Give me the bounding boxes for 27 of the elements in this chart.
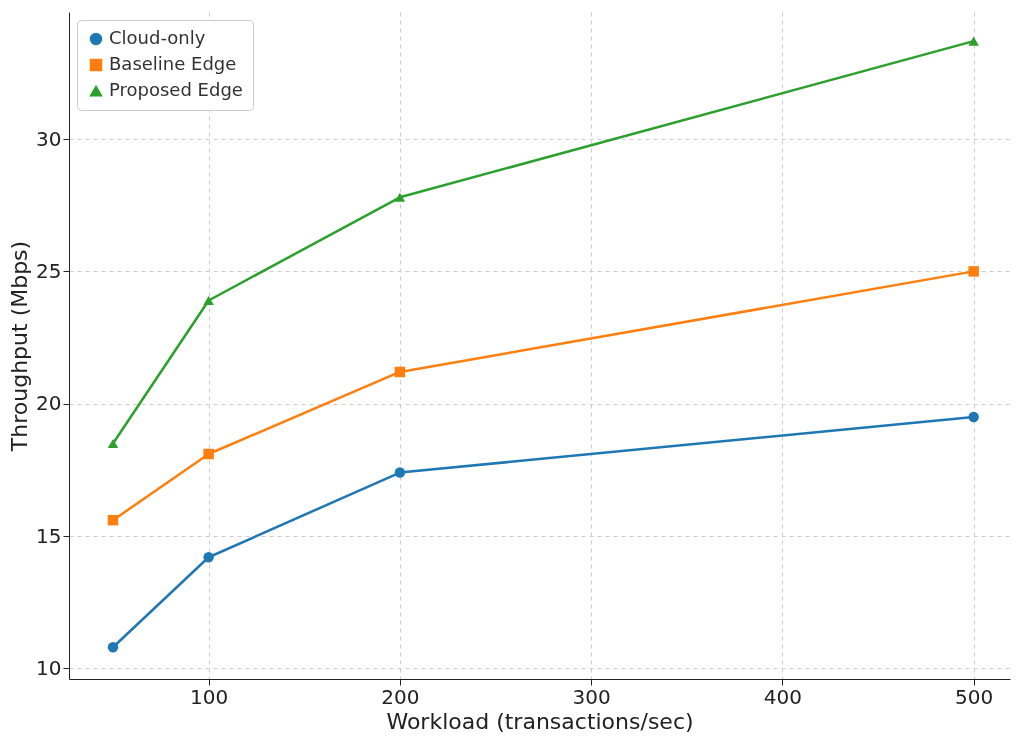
x-axis-title: Workload (transactions/sec) xyxy=(386,708,694,734)
x-tick-label: 400 xyxy=(763,684,802,709)
y-axis-title: Throughput (Mbps) xyxy=(7,240,33,453)
y-tick-label: 15 xyxy=(36,523,62,548)
x-tick-label: 300 xyxy=(572,684,611,709)
point xyxy=(968,411,979,423)
point xyxy=(968,266,979,277)
point xyxy=(107,438,119,448)
y-tick-label: 10 xyxy=(36,655,62,680)
x-tick-label: 100 xyxy=(190,684,229,709)
y-tick-label: 20 xyxy=(36,391,62,416)
point xyxy=(394,366,406,378)
x-tick-label: 200 xyxy=(381,684,420,709)
point xyxy=(107,642,119,653)
point xyxy=(203,295,214,306)
legend-label: Cloud-only xyxy=(109,27,206,48)
y-tick-label: 25 xyxy=(36,258,62,283)
point xyxy=(203,552,214,563)
point xyxy=(394,467,406,478)
legend-label: Baseline Edge xyxy=(109,53,237,74)
x-tick-label: 500 xyxy=(955,684,994,709)
legend-label: Proposed Edge xyxy=(109,79,243,100)
y-tick-label: 30 xyxy=(36,126,62,151)
point xyxy=(394,192,406,202)
point xyxy=(203,448,214,460)
point xyxy=(107,514,119,526)
point xyxy=(968,36,979,46)
